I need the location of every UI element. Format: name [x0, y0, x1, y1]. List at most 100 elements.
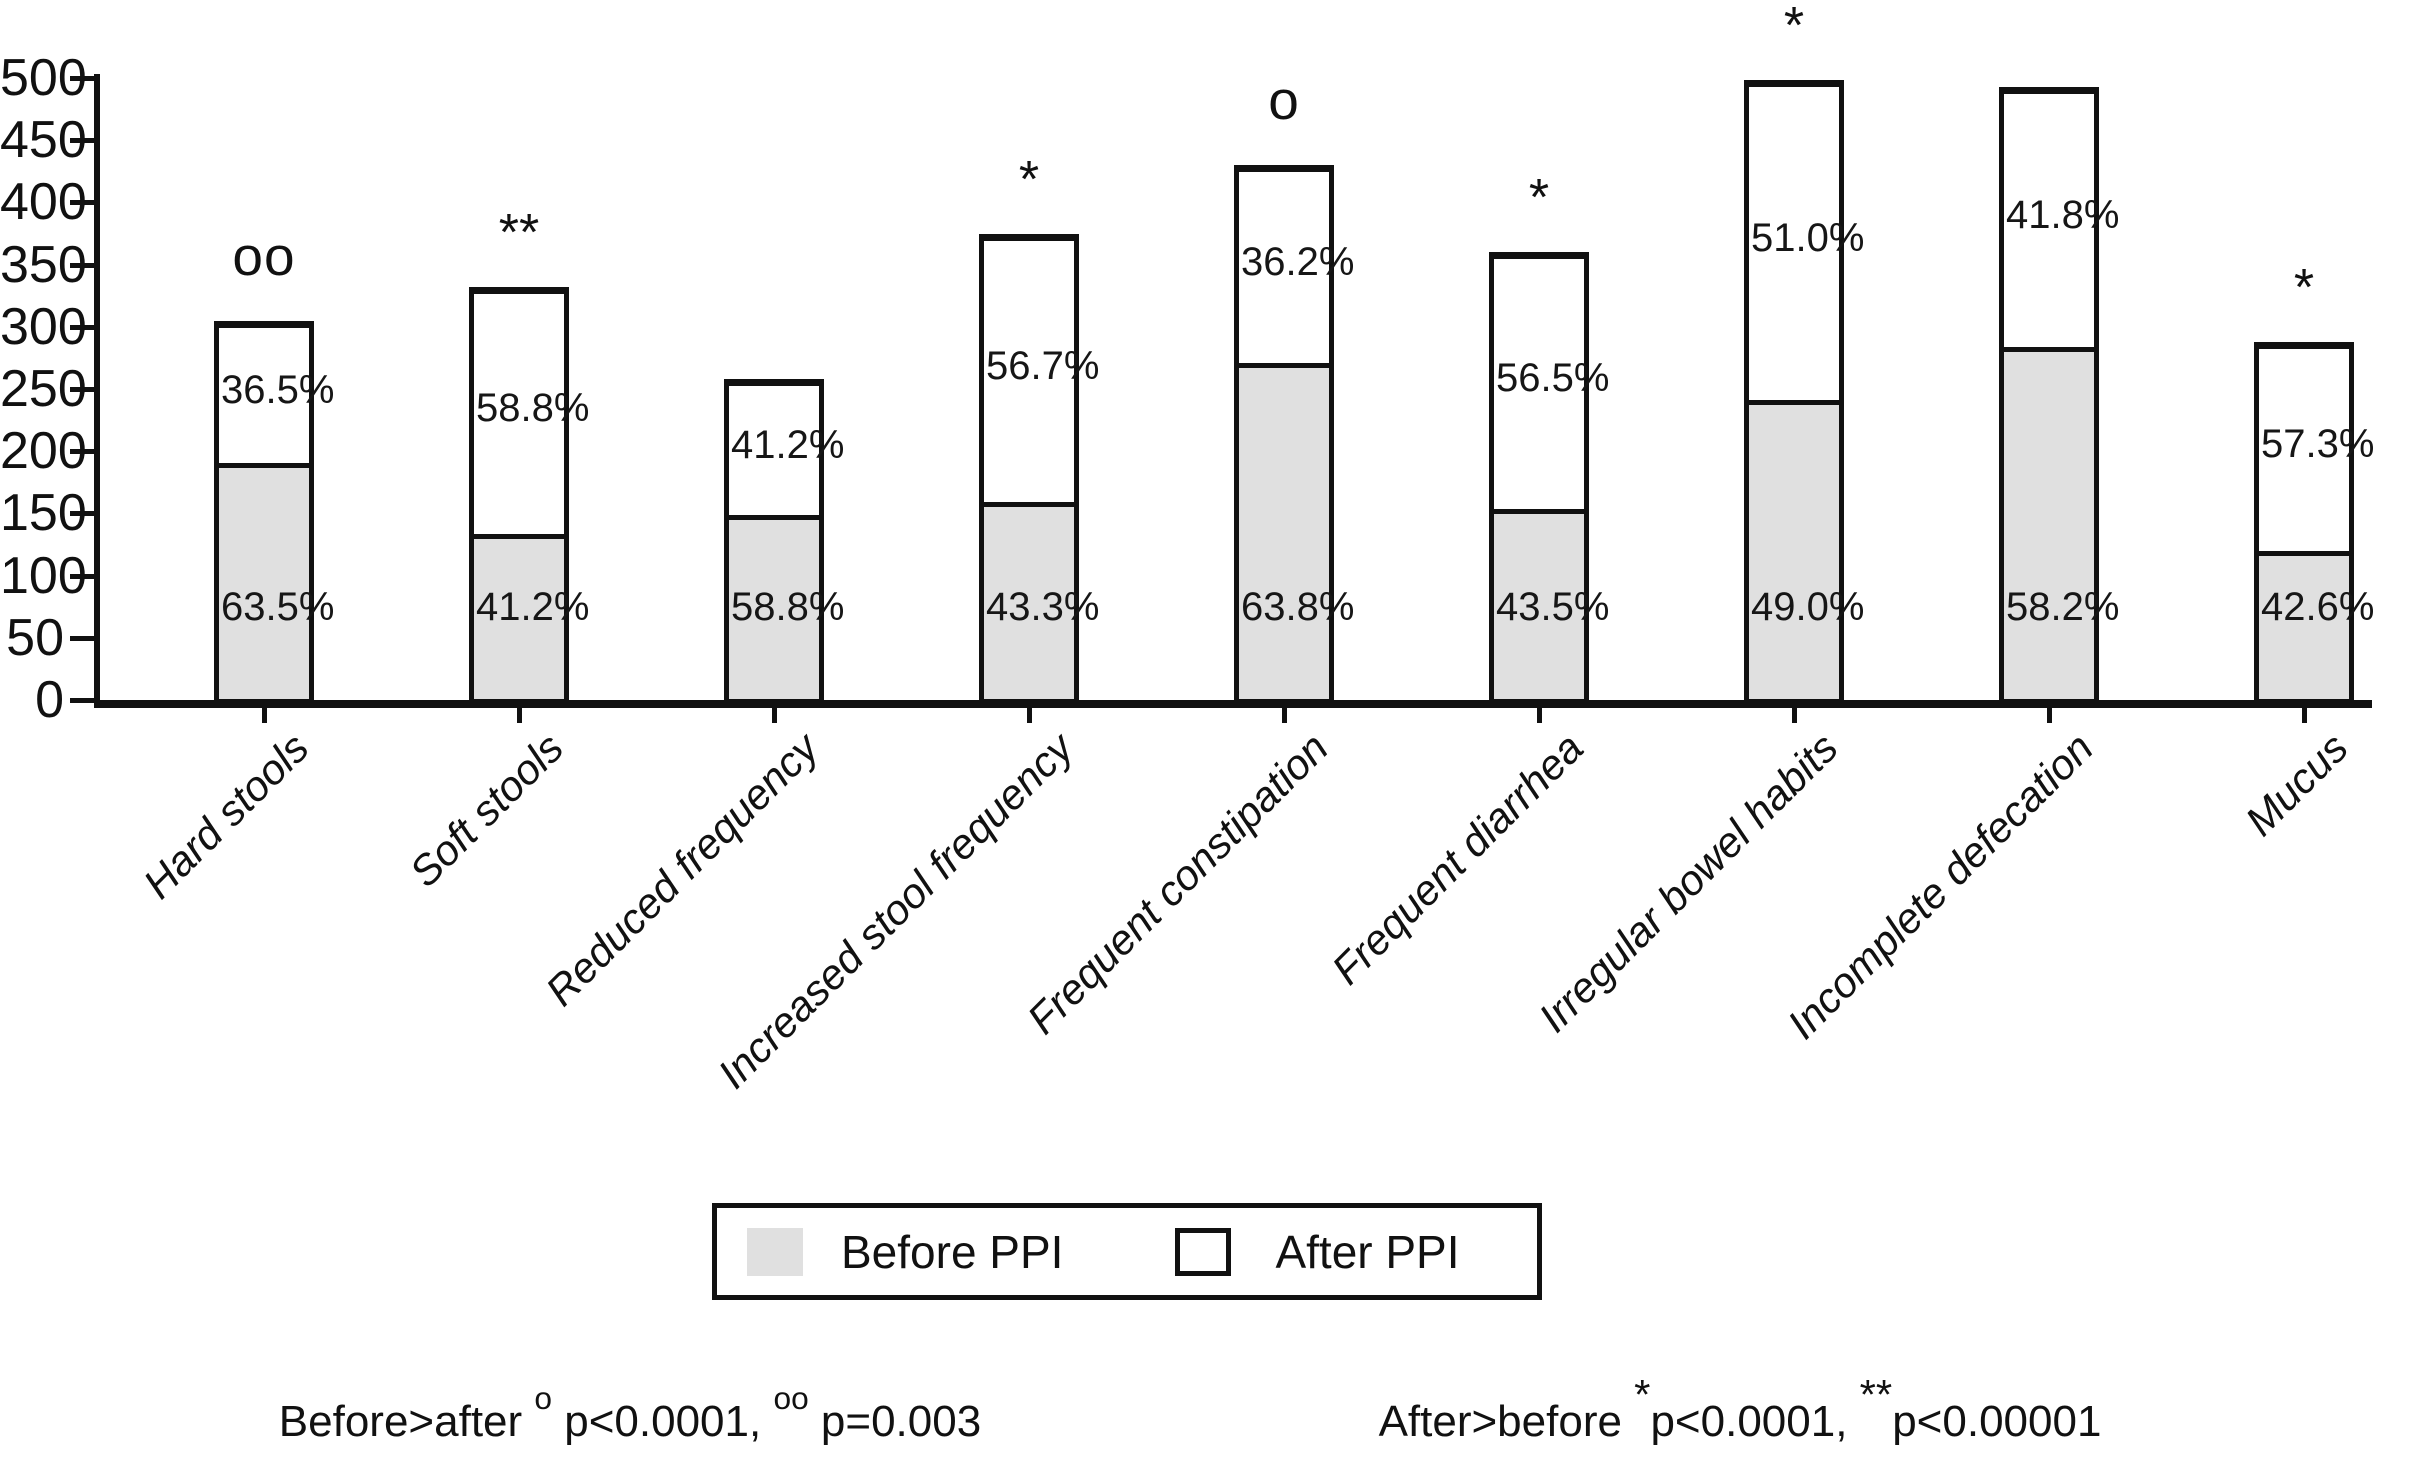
- y-axis-tick: [70, 511, 94, 517]
- bar-group-irregular-bowel-habits: 51.0% 49.0%: [1744, 80, 1864, 704]
- x-axis-tick: [1027, 708, 1032, 723]
- pct-label-after-ppi: 36.5%: [221, 367, 335, 412]
- y-axis-tick-label: 450: [0, 111, 87, 170]
- significance-marker-asterisk: **: [498, 203, 540, 262]
- y-axis-tick-label: 0: [35, 671, 64, 729]
- legend-swatch-after-ppi: [1175, 1227, 1232, 1276]
- significance-marker-circle: o: [1268, 69, 1300, 132]
- pct-label-after-ppi: 51.0%: [1751, 216, 1865, 261]
- footnote-superscript: oo: [773, 1380, 809, 1417]
- pct-label-after-ppi: 56.5%: [1496, 356, 1610, 401]
- y-axis-tick: [70, 200, 94, 206]
- pct-label-after-ppi: 56.7%: [986, 343, 1100, 388]
- y-axis-tick-label: 50: [6, 608, 64, 667]
- bar-group-frequent-constipation: 36.2% 63.8%: [1234, 165, 1354, 704]
- footnote-before-greater-than-after: Before>after o p<0.0001, oo p=0.003: [150, 1382, 1110, 1446]
- x-axis-tick: [262, 708, 267, 723]
- x-axis-line: [94, 700, 2372, 708]
- y-axis-tick-label: 250: [0, 360, 87, 418]
- footnote-text: p<0.00001: [1892, 1397, 2102, 1446]
- y-axis-tick-label: 200: [0, 422, 87, 481]
- bar-segment-before-ppi: [984, 502, 1074, 699]
- y-axis-tick: [70, 387, 94, 392]
- pct-label-before-ppi: 43.5%: [1496, 584, 1610, 629]
- x-axis-tick: [772, 708, 777, 723]
- pct-label-before-ppi: 43.3%: [986, 585, 1100, 629]
- pct-label-before-ppi: 58.2%: [2006, 584, 2120, 629]
- x-axis-tick: [2302, 708, 2307, 723]
- y-axis-tick: [70, 449, 94, 455]
- footnote-text: p<0.0001,: [1650, 1397, 1860, 1446]
- pct-label-before-ppi: 49.0%: [1751, 584, 1865, 629]
- y-axis-tick: [70, 76, 94, 81]
- footnote-text: p<0.0001,: [552, 1397, 774, 1446]
- y-axis-tick: [70, 324, 94, 330]
- footnote-text: p=0.003: [808, 1397, 982, 1446]
- bar-group-increased-stool-frequency: 56.7% 43.3%: [979, 233, 1099, 704]
- category-label: Reduced frequency: [536, 723, 828, 1015]
- legend: Before PPI After PPI: [712, 1203, 1542, 1300]
- pct-label-after-ppi: 41.2%: [731, 422, 845, 467]
- y-axis-tick-label: 350: [0, 235, 87, 294]
- significance-marker-circle: oo: [232, 224, 296, 287]
- footnote-superscript: o: [534, 1380, 553, 1417]
- x-axis-tick: [1282, 708, 1287, 723]
- y-axis-tick-label: 100: [0, 546, 87, 605]
- bar-group-hard-stools: 36.5% 63.5%: [214, 320, 334, 704]
- y-axis-tick: [70, 573, 94, 579]
- bar-segment-before-ppi: [2259, 550, 2349, 699]
- pct-label-before-ppi: 58.8%: [731, 584, 845, 629]
- significance-marker-asterisk: *: [1018, 150, 1040, 209]
- y-axis-tick-label: 400: [0, 173, 87, 232]
- bar-segment-before-ppi: [2004, 346, 2094, 699]
- category-label: Soft stools: [400, 723, 573, 896]
- legend-label-after-ppi: After PPI: [1275, 1225, 1460, 1278]
- x-axis-tick: [1792, 708, 1797, 723]
- bar-segment-before-ppi: [1494, 508, 1584, 699]
- pct-label-before-ppi: 41.2%: [476, 584, 590, 629]
- pct-label-after-ppi: 36.2%: [1241, 240, 1355, 285]
- category-label: Frequent diarrhea: [1322, 723, 1593, 994]
- footnote-superscript: **: [1859, 1370, 1893, 1418]
- significance-marker-asterisk: *: [2293, 258, 2315, 317]
- bar-group-mucus: 57.3% 42.6%: [2254, 341, 2374, 704]
- y-axis-line: [94, 74, 100, 708]
- significance-marker-asterisk: *: [1528, 169, 1550, 228]
- bar-segment-before-ppi: [729, 514, 819, 699]
- legend-swatch-before-ppi: [747, 1227, 803, 1276]
- category-label: Frequent constipation: [1018, 723, 1338, 1043]
- bar-group-frequent-diarrhea: 56.5% 43.5%: [1489, 252, 1609, 704]
- y-axis-tick: [70, 698, 94, 703]
- footnote-text: Before>after: [278, 1397, 535, 1446]
- bar-group-incomplete-defecation: 41.8% 58.2%: [1999, 86, 2119, 704]
- pct-label-before-ppi: 63.8%: [1241, 584, 1355, 629]
- y-axis-tick: [70, 635, 94, 641]
- category-label: Mucus: [2236, 723, 2358, 845]
- legend-label-before-ppi: Before PPI: [841, 1225, 1064, 1278]
- pct-label-after-ppi: 41.8%: [2006, 192, 2120, 237]
- significance-marker-asterisk: *: [1783, 0, 1805, 56]
- y-axis-tick: [70, 138, 94, 144]
- x-axis-tick: [517, 708, 522, 723]
- y-axis-tick: [70, 262, 94, 268]
- bar-group-reduced-frequency: 41.2% 58.8%: [724, 379, 844, 704]
- footnote-after-greater-than-before: After>before *p<0.0001, **p<0.00001: [1290, 1373, 2190, 1446]
- y-axis-tick-label: 300: [0, 297, 87, 356]
- category-label: Hard stools: [133, 723, 318, 908]
- pct-label-after-ppi: 58.8%: [476, 386, 590, 431]
- bar-segment-before-ppi: [474, 533, 564, 699]
- bar-segment-before-ppi: [1239, 363, 1329, 699]
- pct-label-before-ppi: 42.6%: [2261, 584, 2375, 629]
- y-axis-tick-label: 150: [0, 484, 87, 543]
- footnote-text: After>before: [1378, 1397, 1635, 1446]
- x-axis-tick: [2047, 708, 2052, 723]
- bar-segment-before-ppi: [1749, 400, 1839, 699]
- bar-group-soft-stools: 58.8% 41.2%: [469, 286, 589, 704]
- footnote-superscript: *: [1634, 1370, 1651, 1418]
- pct-label-before-ppi: 63.5%: [221, 584, 335, 629]
- bar-segment-before-ppi: [219, 462, 309, 699]
- pct-label-after-ppi: 57.3%: [2261, 422, 2375, 467]
- y-axis-tick-label: 500: [0, 49, 87, 107]
- x-axis-tick: [1537, 708, 1542, 723]
